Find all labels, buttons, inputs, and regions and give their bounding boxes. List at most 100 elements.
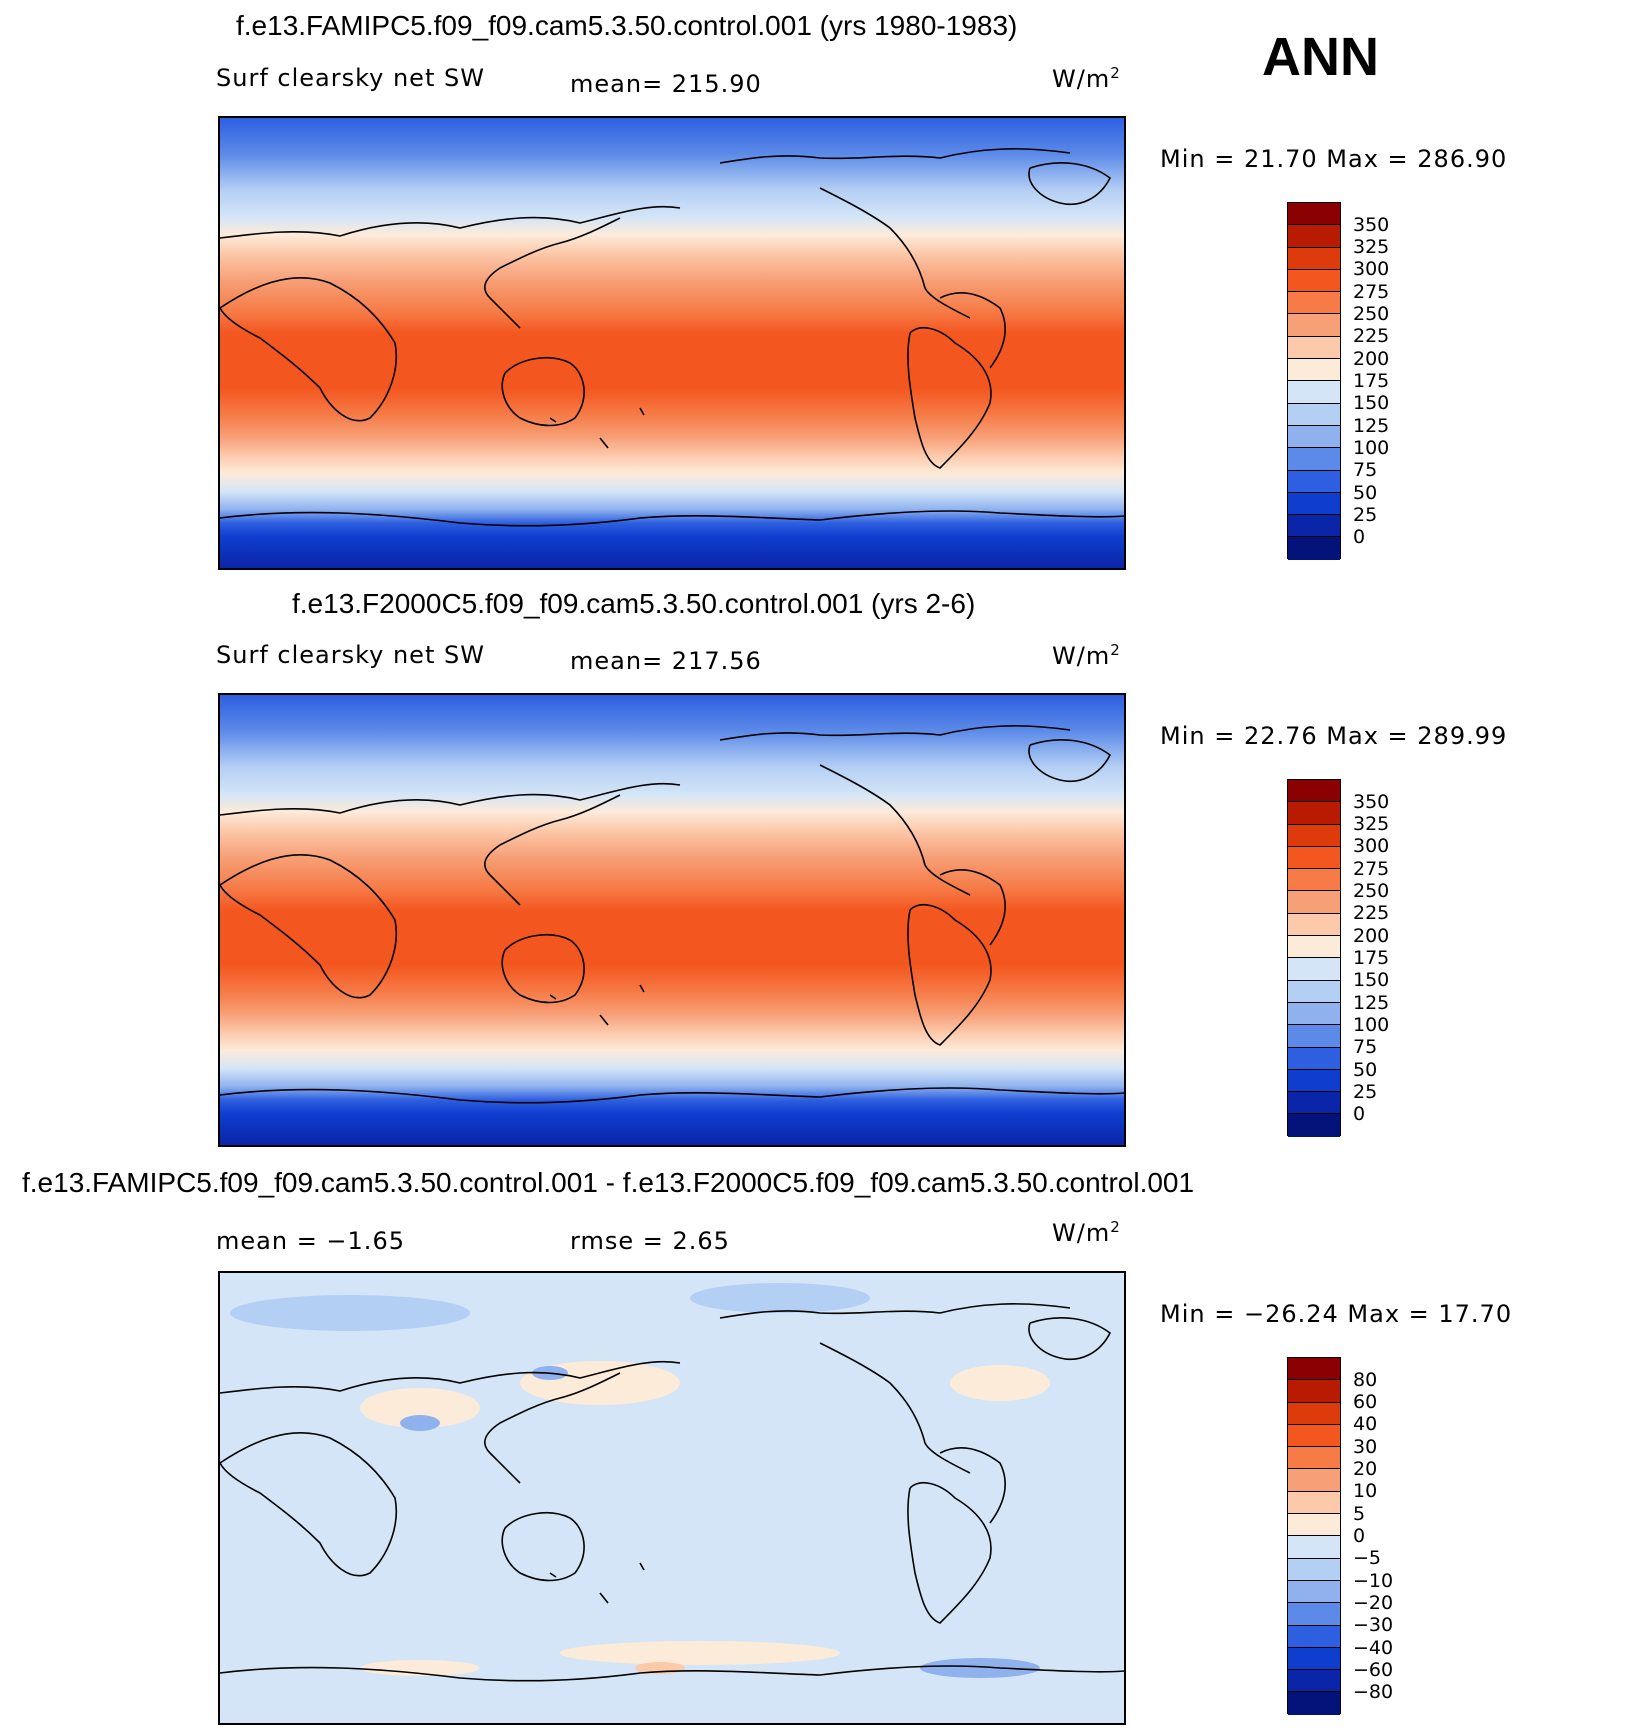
colorbar-tick: −30 — [1353, 1614, 1394, 1636]
colorbar-tick: 325 — [1353, 813, 1390, 835]
colorbar-swatch — [1288, 802, 1340, 825]
colorbar-tick: 300 — [1353, 258, 1390, 280]
panel3-map-svg — [220, 1273, 1124, 1723]
colorbar-swatch — [1288, 292, 1340, 315]
panel2-units: W/m2 — [1052, 641, 1121, 670]
colorbar-tick: 75 — [1353, 1036, 1378, 1058]
season-label: ANN — [1262, 27, 1379, 87]
panel3-title: f.e13.FAMIPC5.f09_f09.cam5.3.50.control.… — [22, 1167, 1195, 1198]
colorbar-tick: 150 — [1353, 392, 1390, 414]
colorbar-tick: −80 — [1353, 1681, 1394, 1703]
colorbar-tick: 30 — [1353, 1436, 1378, 1458]
colorbar-tick: 200 — [1353, 348, 1390, 370]
colorbar-swatch — [1288, 1047, 1340, 1070]
colorbar-tick: −60 — [1353, 1659, 1394, 1681]
colorbar-swatch — [1288, 846, 1340, 870]
colorbar-swatch — [1288, 247, 1340, 270]
colorbar-swatch — [1288, 492, 1340, 516]
colorbar-swatch — [1288, 314, 1340, 337]
colorbar-swatch — [1288, 980, 1340, 1003]
colorbar-tick: 100 — [1353, 437, 1390, 459]
panel1-title: f.e13.FAMIPC5.f09_f09.cam5.3.50.control.… — [236, 10, 1018, 41]
colorbar-swatch — [1288, 1424, 1340, 1448]
colorbar-swatch — [1288, 225, 1340, 248]
colorbar-tick: 20 — [1353, 1458, 1378, 1480]
panel2-minmax: Min = 22.76 Max = 289.99 — [1160, 722, 1508, 750]
colorbar-swatch — [1288, 336, 1340, 360]
colorbar-swatch — [1288, 780, 1340, 803]
colorbar-swatch — [1288, 203, 1340, 226]
colorbar-swatch — [1288, 1625, 1340, 1648]
colorbar-tick: 75 — [1353, 459, 1378, 481]
colorbar-swatch — [1288, 936, 1340, 959]
colorbar-tick: 50 — [1353, 1059, 1378, 1081]
colorbar-tick: 225 — [1353, 325, 1390, 347]
colorbar-tick: 350 — [1353, 214, 1390, 236]
colorbar-swatch — [1288, 515, 1340, 538]
colorbar-swatch — [1288, 269, 1340, 293]
panel2-mean-label: mean= 217.56 — [570, 647, 762, 675]
colorbar-swatch — [1288, 1469, 1340, 1492]
panel3-rmse-label: rmse = 2.65 — [570, 1227, 730, 1255]
panel2-colorbar — [1287, 779, 1341, 1137]
panel2-map-svg — [220, 695, 1124, 1145]
colorbar-swatch — [1288, 1447, 1340, 1470]
colorbar-tick: −20 — [1353, 1592, 1394, 1614]
panel2-field — [220, 695, 1124, 1145]
colorbar-tick: 275 — [1353, 858, 1390, 880]
colorbar-tick: 5 — [1353, 1503, 1366, 1525]
colorbar-tick: 50 — [1353, 482, 1378, 504]
colorbar-tick: 125 — [1353, 992, 1390, 1014]
colorbar-tick: 40 — [1353, 1413, 1378, 1435]
colorbar-tick: 175 — [1353, 370, 1390, 392]
panel1-units: W/m2 — [1052, 64, 1121, 93]
colorbar-swatch — [1288, 1692, 1340, 1715]
colorbar-swatch — [1288, 1025, 1340, 1048]
panel1-map-svg — [220, 118, 1124, 568]
colorbar-swatch — [1288, 537, 1340, 560]
colorbar-swatch — [1288, 891, 1340, 914]
panel2-coastlines — [220, 725, 1124, 1104]
colorbar-swatch — [1288, 381, 1340, 404]
colorbar-swatch — [1288, 425, 1340, 449]
colorbar-swatch — [1288, 1380, 1340, 1403]
panel1-variable-label: Surf clearsky net SW — [216, 64, 485, 92]
colorbar-tick: 300 — [1353, 835, 1390, 857]
colorbar-swatch — [1288, 869, 1340, 892]
panel2-variable-label: Surf clearsky net SW — [216, 641, 485, 669]
panel1-minmax: Min = 21.70 Max = 286.90 — [1160, 145, 1508, 173]
colorbar-tick: 100 — [1353, 1014, 1390, 1036]
colorbar-tick: 25 — [1353, 1081, 1378, 1103]
colorbar-tick: 325 — [1353, 236, 1390, 258]
colorbar-swatch — [1288, 1491, 1340, 1515]
panel3-minmax: Min = −26.24 Max = 17.70 — [1160, 1300, 1513, 1328]
colorbar-tick: 275 — [1353, 281, 1390, 303]
panel1-mean-label: mean= 215.90 — [570, 70, 762, 98]
colorbar-swatch — [1288, 1069, 1340, 1093]
colorbar-tick: 25 — [1353, 504, 1378, 526]
colorbar-swatch — [1288, 1558, 1340, 1581]
panel3-mean-label: mean = −1.65 — [216, 1227, 405, 1255]
panel3-coastlines — [220, 1303, 1124, 1682]
colorbar-swatch — [1288, 1114, 1340, 1137]
colorbar-swatch — [1288, 1514, 1340, 1537]
colorbar-tick: 200 — [1353, 925, 1390, 947]
colorbar-tick: 80 — [1353, 1369, 1378, 1391]
colorbar-swatch — [1288, 359, 1340, 382]
panel3-units: W/m2 — [1052, 1218, 1121, 1247]
colorbar-tick: −40 — [1353, 1637, 1394, 1659]
colorbar-swatch — [1288, 1358, 1340, 1381]
colorbar-swatch — [1288, 470, 1340, 493]
panel1-map — [218, 116, 1126, 570]
panel3-map — [218, 1271, 1126, 1725]
colorbar-swatch — [1288, 1092, 1340, 1115]
colorbar-swatch — [1288, 913, 1340, 937]
panel1-coastlines — [220, 148, 1124, 527]
colorbar-tick: 350 — [1353, 791, 1390, 813]
panel3-anomaly-patches — [230, 1283, 1050, 1678]
colorbar-tick: 150 — [1353, 969, 1390, 991]
colorbar-tick: 0 — [1353, 1525, 1366, 1547]
colorbar-swatch — [1288, 1670, 1340, 1693]
panel2-map — [218, 693, 1126, 1147]
colorbar-swatch — [1288, 1536, 1340, 1559]
